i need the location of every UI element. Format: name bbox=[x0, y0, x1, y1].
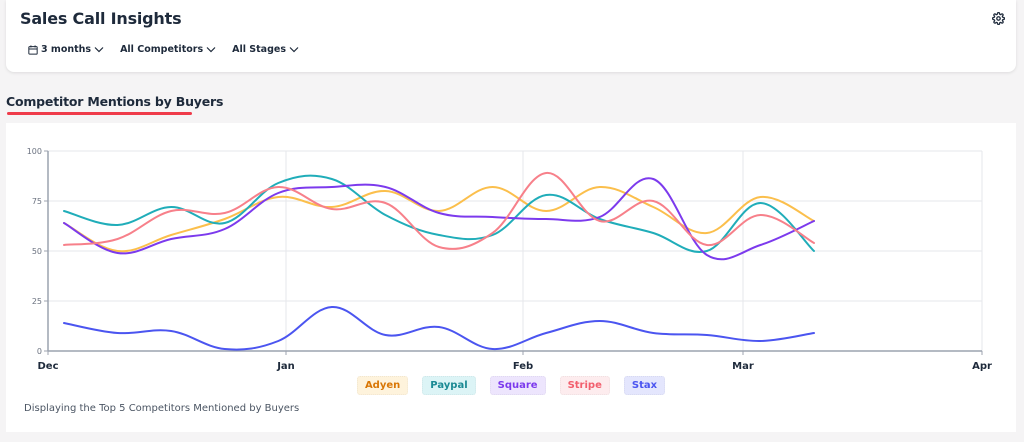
filter-bar: 3 months All Competitors All Stages bbox=[28, 44, 299, 55]
x-tick-label: Mar bbox=[732, 361, 754, 372]
series-line-square[interactable] bbox=[63, 177, 815, 261]
y-tick-label: 0 bbox=[37, 347, 42, 356]
chevron-down-icon bbox=[289, 47, 299, 53]
section-title-underline bbox=[7, 112, 192, 115]
settings-button[interactable] bbox=[990, 10, 1006, 26]
legend-item-stax[interactable]: Stax bbox=[623, 376, 666, 395]
stages-filter-label: All Stages bbox=[232, 44, 286, 55]
gear-icon bbox=[991, 11, 1005, 25]
chart-legend: Adyen Paypal Square Stripe Stax bbox=[6, 376, 1016, 395]
chart-footnote: Displaying the Top 5 Competitors Mention… bbox=[24, 403, 300, 414]
chevron-down-icon bbox=[206, 47, 216, 53]
calendar-icon bbox=[28, 44, 38, 55]
y-tick-label: 50 bbox=[32, 247, 42, 256]
y-tick-label: 100 bbox=[27, 147, 42, 156]
page-title: Sales Call Insights bbox=[20, 9, 182, 28]
series-line-stax[interactable] bbox=[63, 305, 815, 351]
competitors-filter-label: All Competitors bbox=[120, 44, 204, 55]
date-range-label: 3 months bbox=[41, 44, 92, 55]
stages-filter[interactable]: All Stages bbox=[232, 44, 299, 55]
legend-item-adyen[interactable]: Adyen bbox=[356, 376, 409, 395]
y-tick-label: 75 bbox=[32, 197, 42, 206]
legend-item-stripe[interactable]: Stripe bbox=[559, 376, 610, 395]
x-tick-label: Apr bbox=[972, 361, 992, 372]
x-tick-label: Dec bbox=[37, 361, 58, 372]
competitors-filter[interactable]: All Competitors bbox=[120, 44, 216, 55]
y-tick-label: 25 bbox=[32, 297, 42, 306]
header-card: Sales Call Insights 3 months All Competi… bbox=[6, 0, 1016, 72]
x-tick-label: Feb bbox=[513, 361, 533, 372]
line-chart: 0 25 50 75 100 Dec Jan Feb Mar Apr bbox=[27, 147, 992, 372]
chevron-down-icon bbox=[94, 47, 104, 53]
section-title: Competitor Mentions by Buyers bbox=[6, 94, 224, 109]
series-line-stripe[interactable] bbox=[63, 171, 815, 250]
legend-item-paypal[interactable]: Paypal bbox=[422, 376, 476, 395]
chart-card: 0 25 50 75 100 Dec Jan Feb Mar Apr Adyen Paypal Squ… bbox=[6, 123, 1016, 432]
legend-item-square[interactable]: Square bbox=[489, 376, 546, 395]
series-line-adyen[interactable] bbox=[63, 185, 815, 253]
x-tick-label: Jan bbox=[276, 361, 295, 372]
date-range-filter[interactable]: 3 months bbox=[28, 44, 104, 55]
